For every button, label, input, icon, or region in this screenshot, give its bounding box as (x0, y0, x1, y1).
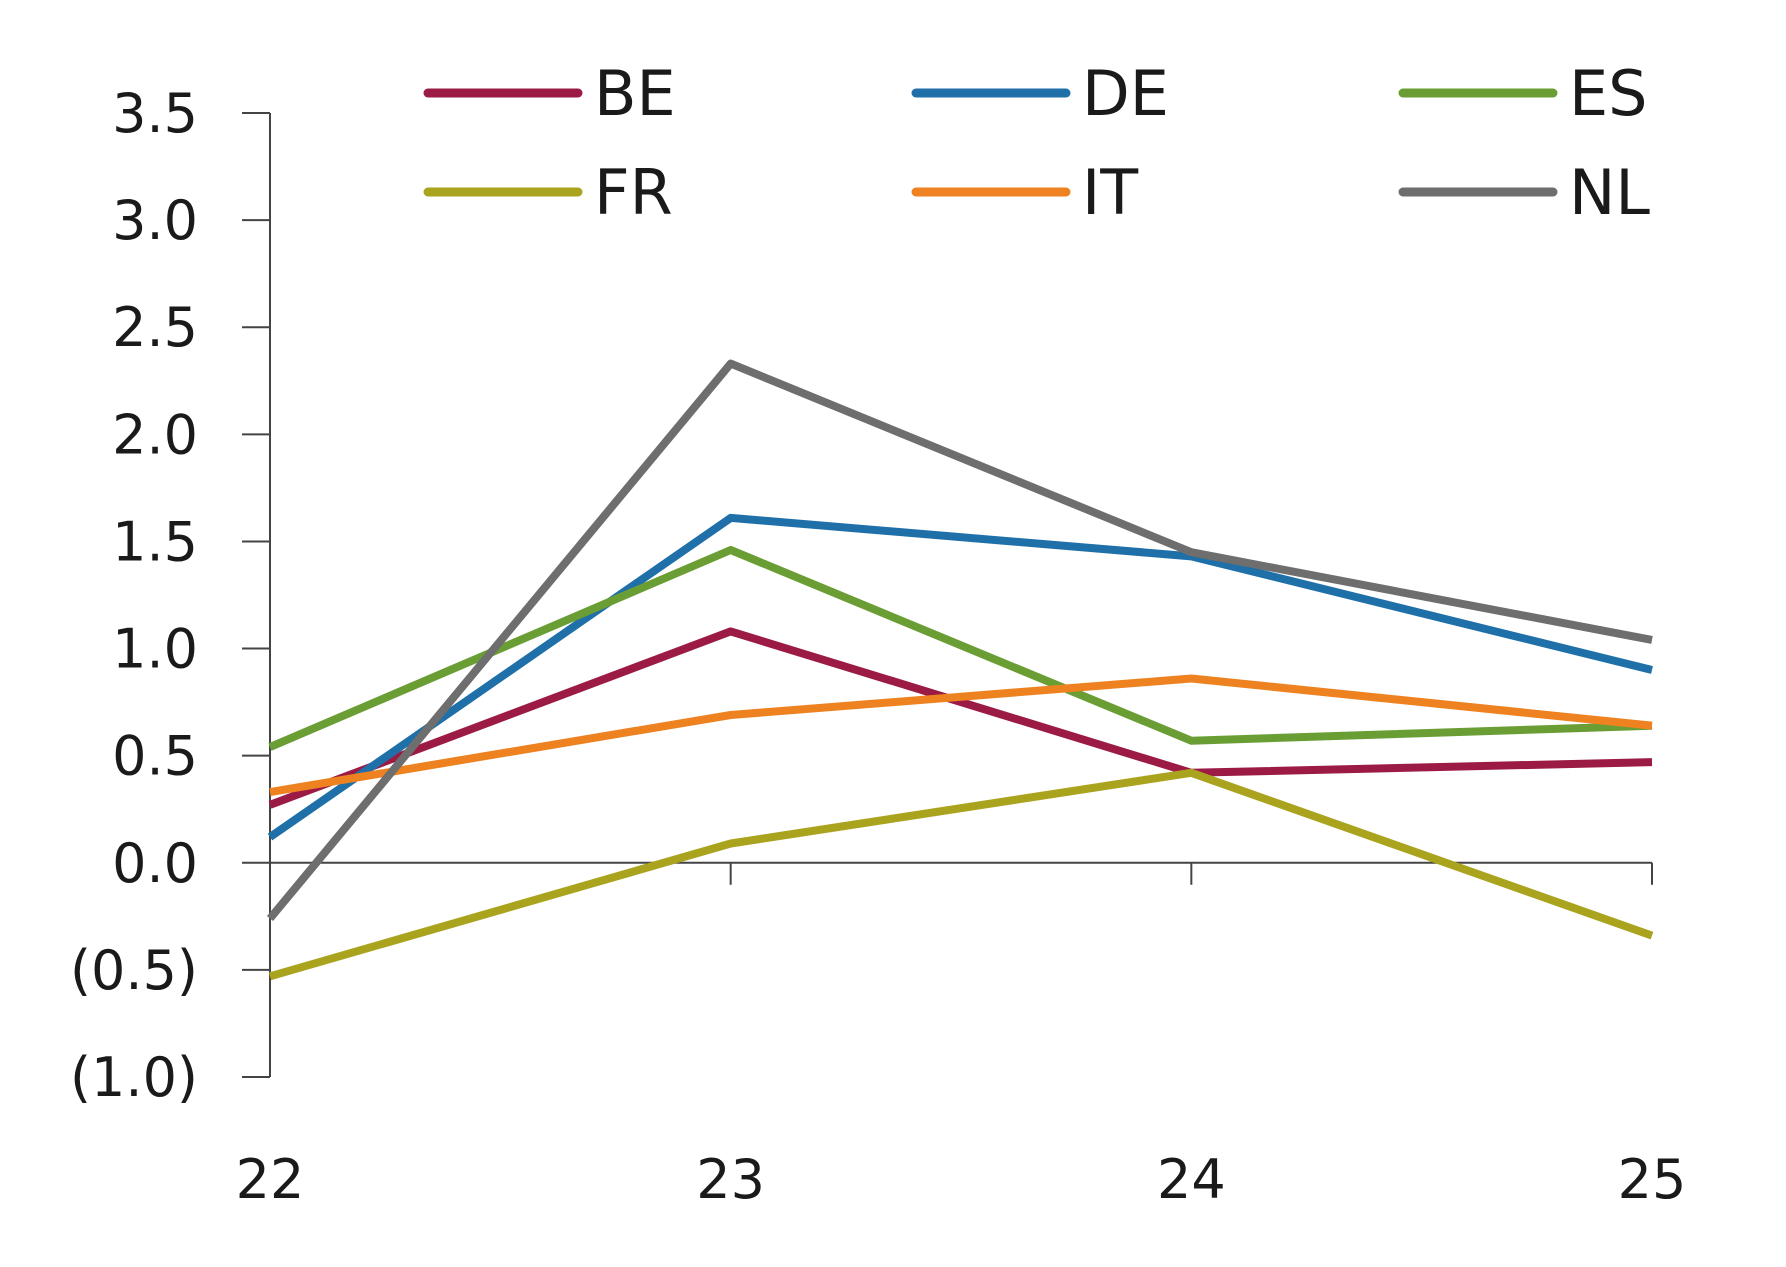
series-line-fr (268, 768, 1654, 981)
y-tick-label: 1.5 (112, 510, 198, 573)
y-tick-label: 1.0 (112, 618, 198, 681)
x-tick-label: 23 (696, 1148, 765, 1211)
legend-item-fr: FR (423, 156, 673, 229)
series-lines (266, 359, 1654, 981)
y-tick-label: 0.5 (112, 725, 198, 788)
y-tick-label: (1.0) (70, 1046, 198, 1109)
series-line-it (269, 674, 1653, 797)
y-tick-label: 3.0 (112, 189, 198, 252)
y-tick-label: (0.5) (70, 939, 198, 1002)
y-tick-label: 0.0 (112, 832, 198, 895)
legend-item-nl: NL (1398, 156, 1650, 229)
x-tick-label: 22 (236, 1148, 305, 1211)
axes: 3.5 3.0 2.5 2.0 1.5 1.0 0.5 0.0 (0.5) (1.0) 22 23 24… (70, 82, 1686, 1211)
series-line-nl (266, 359, 1653, 922)
legend: BE DE ES FR IT NL (423, 57, 1650, 229)
y-tick-label: 3.5 (112, 82, 198, 145)
legend-item-be: BE (423, 57, 676, 130)
legend-label: DE (1082, 57, 1169, 130)
legend-label: IT (1082, 156, 1139, 229)
legend-label: ES (1569, 57, 1648, 130)
series-line-de (267, 513, 1653, 841)
legend-item-es: ES (1398, 57, 1648, 130)
legend-item-de: DE (911, 57, 1169, 130)
x-tick-label: 25 (1618, 1148, 1687, 1211)
legend-item-it: IT (911, 156, 1139, 229)
x-tick-label: 24 (1157, 1148, 1226, 1211)
legend-label: FR (594, 156, 673, 229)
legend-label: BE (594, 57, 676, 130)
y-tick-label: 2.5 (112, 296, 198, 359)
series-line-be (268, 627, 1653, 809)
series-line-es (268, 546, 1653, 751)
legend-label: NL (1569, 156, 1650, 229)
y-tick-label: 2.0 (112, 403, 198, 466)
